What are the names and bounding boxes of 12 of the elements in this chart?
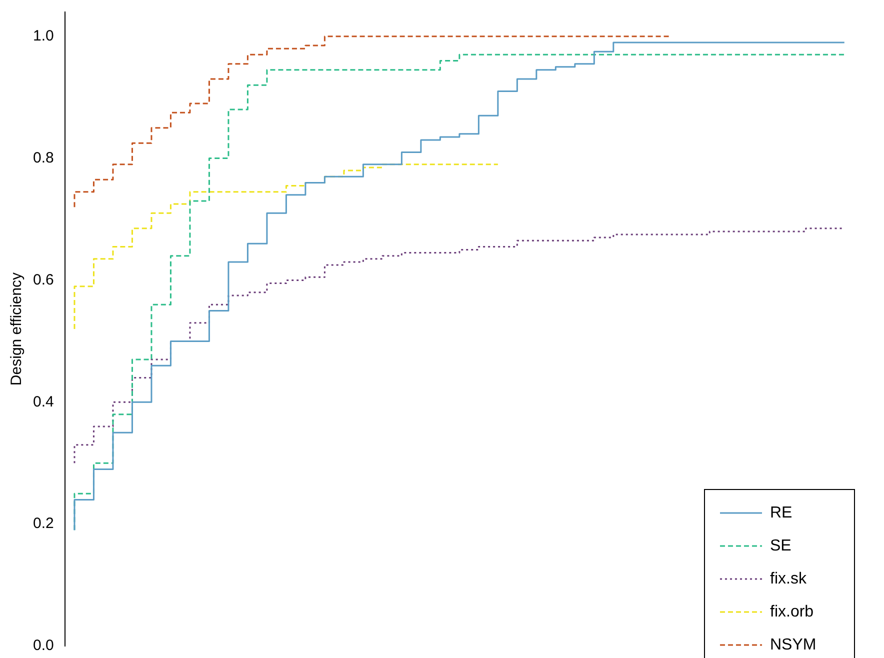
y-tick-label: 0.4 [32,393,54,410]
y-tick-label: 0.0 [32,637,54,654]
legend-label: fix.orb [770,603,814,620]
legend-label: fix.sk [770,570,808,588]
y-axis-title: Design efficiency [8,272,26,386]
legend-label: NSYM [770,636,816,654]
legend-label: SE [770,537,792,554]
y-tick-label: 0.2 [32,515,54,532]
y-tick-label: 0.8 [32,149,54,166]
legend-label: RE [770,504,792,522]
y-tick-label: 1.0 [32,28,54,45]
y-tick-label: 0.6 [32,271,54,288]
